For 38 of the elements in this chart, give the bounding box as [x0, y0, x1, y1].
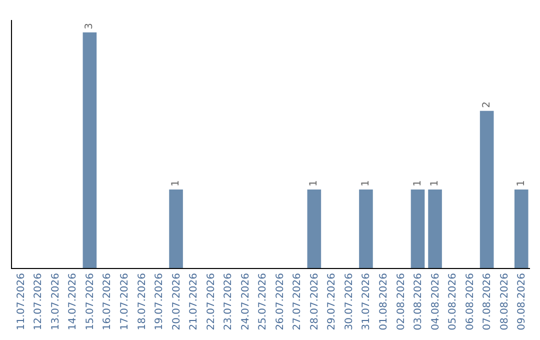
data-label: 1 [360, 180, 372, 186]
x-tick-label: 07.08.2026 [482, 273, 494, 330]
x-tick-label: 16.07.2026 [102, 273, 114, 330]
x-tick-label: 24.07.2026 [240, 273, 252, 330]
x-tick-label: 31.07.2026 [361, 273, 372, 330]
x-tick-label: 19.07.2026 [154, 273, 166, 330]
data-label: 2 [481, 102, 492, 108]
x-tick-label: 12.07.2026 [33, 273, 44, 330]
data-label: 3 [84, 23, 96, 30]
x-tick-label: 14.07.2026 [68, 273, 79, 330]
x-tick-label: 17.07.2026 [119, 273, 130, 330]
x-tick-label: 21.07.2026 [188, 273, 200, 330]
x-tick-label: 28.07.2026 [309, 273, 320, 330]
data-label: 1 [516, 180, 527, 186]
x-tick-label: 23.07.2026 [223, 273, 234, 330]
x-tick-label: 08.08.2026 [499, 273, 510, 330]
x-tick-label: 05.08.2026 [448, 273, 459, 330]
data-label: 1 [430, 180, 441, 186]
x-tick-label: 06.08.2026 [464, 273, 476, 330]
x-tick-label: 13.07.2026 [50, 273, 62, 330]
x-tick-label: 04.08.2026 [430, 273, 442, 330]
x-tick-label: 15.07.2026 [84, 273, 96, 330]
x-tick-label: 02.08.2026 [396, 273, 407, 330]
x-tick-label: 03.08.2026 [413, 273, 424, 330]
data-label: 1 [170, 180, 182, 186]
data-label: 1 [412, 180, 424, 186]
x-tick-label: 27.07.2026 [292, 273, 304, 330]
x-tick-label: 20.07.2026 [171, 273, 182, 330]
x-tick-label: 01.08.2026 [378, 273, 390, 330]
x-tick-label: 30.07.2026 [344, 273, 355, 330]
x-tick-label: 29.07.2026 [326, 273, 338, 330]
x-tick-label: 18.07.2026 [136, 273, 148, 330]
x-tick-label: 22.07.2026 [206, 273, 217, 330]
data-label: 1 [308, 180, 320, 186]
x-tick-label: 25.07.2026 [258, 273, 269, 330]
x-tick-label: 26.07.2026 [274, 273, 286, 330]
x-tick-label: 09.08.2026 [516, 273, 528, 330]
x-tick-label: 11.07.2026 [16, 273, 27, 330]
